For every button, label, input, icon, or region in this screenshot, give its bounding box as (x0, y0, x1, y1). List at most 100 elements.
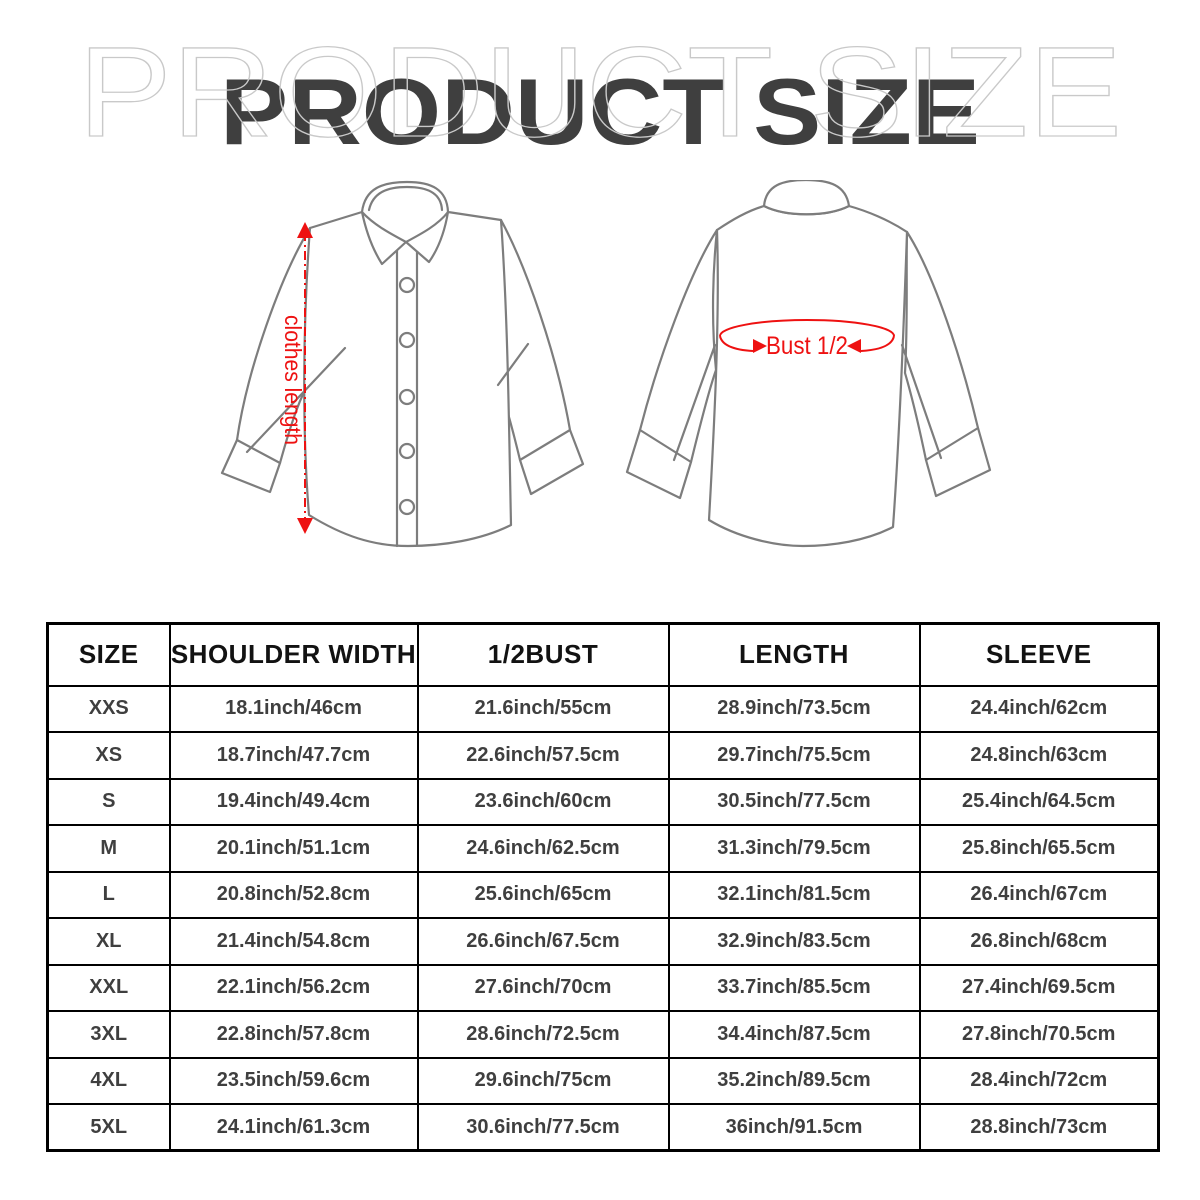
size-cell: 4XL (46, 1056, 171, 1105)
size-cell: XXS (46, 684, 171, 733)
back-right-sleeve-crease (900, 343, 943, 460)
size-row: 3XL 22.8inch/57.8cm 28.6inch/72.5cm 34.4inc… (46, 1010, 1160, 1059)
measure-cell: 28.9inch/73.5cm (667, 684, 921, 733)
front-left-sleeve-crease (245, 346, 347, 454)
measure-cell: 24.1inch/61.3cm (168, 1103, 419, 1152)
button-icon (398, 442, 416, 460)
measure-cell: 26.6inch/67.5cm (416, 917, 670, 966)
size-cell: M (46, 824, 171, 873)
arrow-down-icon (297, 518, 313, 534)
measure-cell: 20.1inch/51.1cm (168, 824, 419, 873)
clothes-length-label: clothes length (280, 315, 306, 445)
measure-cell: 25.4inch/64.5cm (918, 777, 1160, 826)
bust-label: Bust 1/2 (766, 332, 848, 360)
measure-cell: 24.8inch/63cm (918, 731, 1160, 780)
button-icon (398, 276, 416, 294)
back-left-cuff-seam (638, 428, 693, 464)
measure-cell: 25.8inch/65.5cm (918, 824, 1160, 873)
size-row: L 20.8inch/52.8cm 25.6inch/65cm 32.1inch/81… (46, 870, 1160, 919)
measure-cell: 18.1inch/46cm (168, 684, 419, 733)
bust-measure: Bust 1/2 (719, 319, 895, 360)
measure-cell: 29.7inch/75.5cm (667, 731, 921, 780)
button-icon (398, 331, 416, 349)
column-header: LENGTH (667, 622, 921, 687)
back-right-sleeve (903, 230, 992, 498)
table-body: XXS 18.1inch/46cm 21.6inch/55cm 28.9inch/73… (46, 684, 1160, 1152)
measure-cell: 36inch/91.5cm (667, 1103, 921, 1152)
measure-cell: 35.2inch/89.5cm (667, 1056, 921, 1105)
measure-cell: 26.4inch/67cm (918, 870, 1160, 919)
measure-cell: 18.7inch/47.7cm (168, 731, 419, 780)
front-right-cuff-seam (518, 428, 572, 462)
column-header: SLEEVE (918, 622, 1160, 687)
arrow-up-icon (297, 222, 313, 238)
size-row: M 20.1inch/51.1cm 24.6inch/62.5cm 31.3inch/… (46, 824, 1160, 873)
measure-cell: 27.4inch/69.5cm (918, 963, 1160, 1012)
measure-cell: 22.6inch/57.5cm (416, 731, 670, 780)
measure-cell: 30.6inch/77.5cm (416, 1103, 670, 1152)
size-row: XXL 22.1inch/56.2cm 27.6inch/70cm 33.7inch/… (46, 963, 1160, 1012)
size-row: XS 18.7inch/47.7cm 22.6inch/57.5cm 29.7inch… (46, 731, 1160, 780)
bust-ellipse-bottom-left-arc (719, 335, 754, 352)
size-row: XXS 18.1inch/46cm 21.6inch/55cm 28.9inch/73… (46, 684, 1160, 733)
page-title: PRODUCT SIZE (220, 59, 980, 164)
size-cell: S (46, 777, 171, 826)
back-left-sleeve-crease (672, 343, 717, 462)
collar-inner-band (367, 185, 444, 212)
bust-ellipse-bottom-right-arc (860, 335, 895, 352)
front-body (303, 180, 513, 548)
measure-cell: 28.8inch/73cm (918, 1103, 1160, 1152)
measure-cell: 34.4inch/87.5cm (667, 1010, 921, 1059)
button-placket (395, 241, 419, 548)
back-body (707, 204, 909, 548)
measure-cell: 30.5inch/77.5cm (667, 777, 921, 826)
size-cell: 3XL (46, 1010, 171, 1059)
measure-cell: 23.5inch/59.6cm (168, 1056, 419, 1105)
bust-ellipse-top-arc (719, 319, 895, 337)
arrow-right-icon (753, 339, 767, 353)
measure-cell: 32.1inch/81.5cm (667, 870, 921, 919)
column-header: 1/2BUST (416, 622, 670, 687)
front-left-cuff-seam (235, 438, 282, 465)
column-header: SHOULDER WIDTH (168, 622, 419, 687)
front-right-sleeve-crease (496, 342, 530, 387)
collar-right-flap (404, 210, 450, 264)
size-row: 4XL 23.5inch/59.6cm 29.6inch/75cm 35.2inch/… (46, 1056, 1160, 1105)
size-cell: XS (46, 731, 171, 780)
measure-cell: 24.6inch/62.5cm (416, 824, 670, 873)
measure-cell: 25.6inch/65cm (416, 870, 670, 919)
measure-cell: 32.9inch/83.5cm (667, 917, 921, 966)
measure-cell: 26.8inch/68cm (918, 917, 1160, 966)
page-title-ghost-outline: PRODUCT SIZE (78, 21, 1122, 164)
collar-left-flap (360, 210, 408, 266)
back-left-sleeve (625, 228, 719, 500)
buttons (398, 276, 416, 516)
clothes-length-measure: clothes length (280, 222, 313, 534)
measure-cell: 28.4inch/72cm (918, 1056, 1160, 1105)
measure-cell: 21.4inch/54.8cm (168, 917, 419, 966)
size-cell: XXL (46, 963, 171, 1012)
measure-cell: 31.3inch/79.5cm (667, 824, 921, 873)
measure-cell: 24.4inch/62cm (918, 684, 1160, 733)
table-header: SIZE SHOULDER WIDTH 1/2BUST LENGTH SLEEVE (46, 622, 1160, 687)
back-right-cuff-seam (924, 426, 980, 462)
size-table: SIZE SHOULDER WIDTH 1/2BUST LENGTH SLEEVE XX… (46, 622, 1160, 1152)
shirt-front-diagram: clothes length (220, 180, 585, 548)
measure-cell: 27.6inch/70cm (416, 963, 670, 1012)
header-row: SIZE SHOULDER WIDTH 1/2BUST LENGTH SLEEVE (46, 622, 1160, 687)
size-cell: L (46, 870, 171, 919)
back-collar-band (762, 180, 851, 216)
page-title-block: PRODUCT SIZE PRODUCT SIZE (77, 20, 1122, 164)
measure-cell: 23.6inch/60cm (416, 777, 670, 826)
button-icon (398, 388, 416, 406)
measure-cell: 28.6inch/72.5cm (416, 1010, 670, 1059)
measure-cell: 21.6inch/55cm (416, 684, 670, 733)
measure-cell: 29.6inch/75cm (416, 1056, 670, 1105)
measure-cell: 22.1inch/56.2cm (168, 963, 419, 1012)
measure-cell: 20.8inch/52.8cm (168, 870, 419, 919)
measure-cell: 22.8inch/57.8cm (168, 1010, 419, 1059)
measure-cell: 19.4inch/49.4cm (168, 777, 419, 826)
shirt-back-diagram: Bust 1/2 (625, 180, 992, 548)
column-header: SIZE (46, 622, 171, 687)
